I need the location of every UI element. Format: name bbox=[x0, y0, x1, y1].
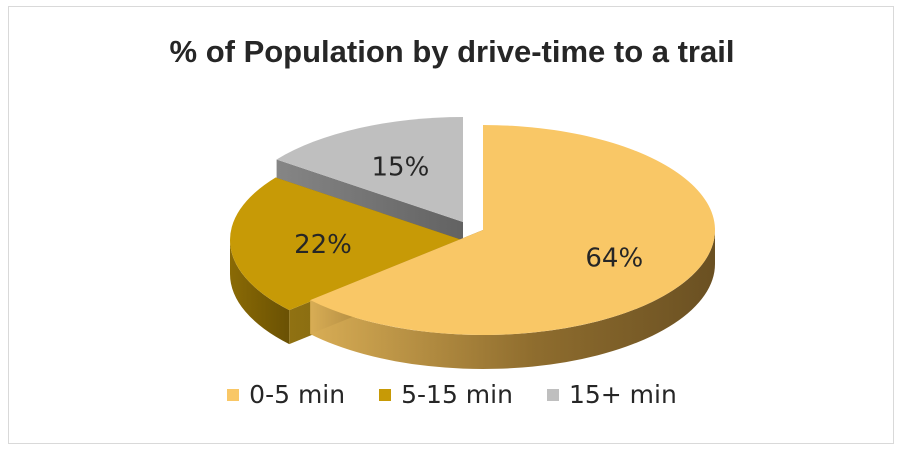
data-label-15-plus-min: 15% bbox=[372, 153, 430, 183]
legend-item-5-15-min: 5-15 min bbox=[379, 380, 513, 409]
data-label-5-15-min: 22% bbox=[294, 230, 352, 260]
legend-item-15-plus-min: 15+ min bbox=[546, 380, 677, 409]
legend-swatch-15-plus-min bbox=[546, 388, 559, 401]
legend-label-5-15-min: 5-15 min bbox=[401, 380, 513, 409]
legend-label-0-5-min: 0-5 min bbox=[249, 380, 346, 409]
legend-item-0-5-min: 0-5 min bbox=[227, 380, 345, 409]
chart-title: % of Population by drive-time to a trail bbox=[169, 34, 735, 69]
pie-slice-0-5-min bbox=[310, 125, 715, 369]
legend-swatch-0-5-min bbox=[227, 388, 240, 401]
legend-label-15-plus-min: 15+ min bbox=[568, 380, 677, 409]
legend: 0-5 min 5-15 min 15+ min bbox=[0, 380, 904, 409]
legend-swatch-5-15-min bbox=[379, 388, 392, 401]
data-label-0-5-min: 64% bbox=[585, 244, 643, 274]
